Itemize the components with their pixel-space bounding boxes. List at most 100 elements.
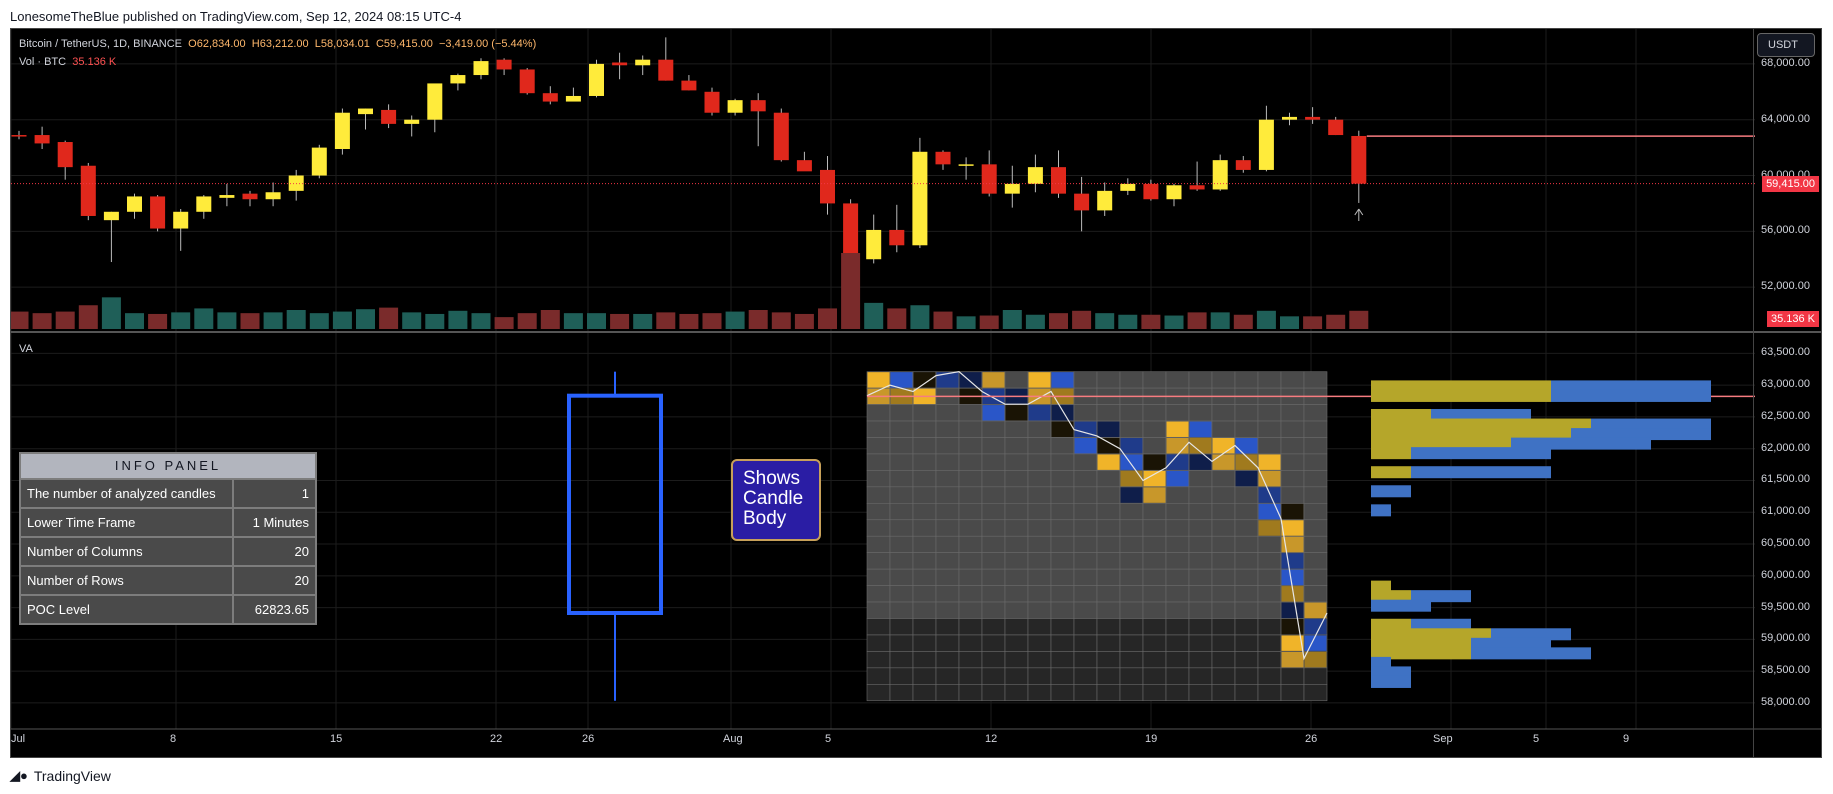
heatmap-cell	[1027, 470, 1052, 488]
heatmap-cell	[1280, 404, 1305, 422]
heatmap-hot-cell	[1258, 487, 1281, 503]
currency-button[interactable]: USDT	[1757, 33, 1815, 57]
price-axis[interactable]: USDT	[1753, 29, 1821, 757]
volume-bar	[32, 313, 52, 329]
candle-body	[612, 62, 628, 66]
heatmap-cell	[866, 437, 891, 455]
heatmap-cell	[958, 684, 983, 702]
candle-body	[1027, 167, 1043, 184]
heatmap-cell	[1050, 437, 1075, 455]
high-value: H63,212.00	[251, 38, 309, 50]
heatmap-cell	[935, 601, 960, 619]
profile-bar-b	[1411, 466, 1551, 479]
candle-body	[589, 63, 604, 96]
candle-body	[843, 203, 859, 261]
heatmap-cell	[889, 470, 914, 488]
heatmap-cell	[1004, 634, 1029, 652]
va-tick-label: 59,500.00	[1761, 600, 1810, 613]
heatmap-cell	[958, 420, 983, 438]
heatmap-cell	[1280, 667, 1305, 685]
info-key: POC Level	[21, 596, 234, 623]
heatmap-cell	[1073, 585, 1098, 603]
heatmap-cell	[1280, 437, 1305, 455]
volume-bar	[263, 312, 283, 329]
heatmap-cell	[1234, 404, 1259, 422]
heatmap-cell	[1050, 684, 1075, 702]
profile-bar-b	[1511, 437, 1651, 450]
chart-container[interactable]: Bitcoin / TetherUS, 1D, BINANCE O62,834.…	[10, 28, 1822, 758]
heatmap-cell	[958, 618, 983, 636]
va-tick-label: 58,500.00	[1761, 664, 1810, 677]
heatmap-cell	[981, 585, 1006, 603]
heatmap-cell	[1027, 503, 1052, 521]
heatmap-cell	[1050, 552, 1075, 570]
heatmap-cell	[1303, 437, 1328, 455]
heatmap-cell	[1119, 535, 1144, 553]
heatmap-cell	[935, 486, 960, 504]
volume-label[interactable]: Vol · BTC	[19, 56, 67, 68]
heatmap-cell	[1211, 420, 1236, 438]
candle-body	[311, 147, 327, 176]
heatmap-cell	[1211, 585, 1236, 603]
heatmap-cell	[889, 453, 914, 471]
profile-bar-a	[1371, 437, 1511, 450]
heatmap-cell	[1303, 420, 1328, 438]
profile-bar-b	[1371, 666, 1411, 679]
volume-bar	[148, 313, 168, 329]
heatmap-cell	[912, 437, 937, 455]
symbol-name[interactable]: Bitcoin / TetherUS, 1D, BINANCE	[19, 38, 183, 50]
heatmap-cell	[1257, 618, 1282, 636]
profile-bar-b	[1491, 628, 1571, 641]
heatmap-hot-cell	[1120, 437, 1143, 454]
heatmap-cell	[935, 634, 960, 652]
heatmap-cell	[912, 535, 937, 553]
heatmap-cell	[981, 601, 1006, 619]
heatmap-cell	[1073, 503, 1098, 521]
heatmap-cell	[1119, 404, 1144, 422]
candle-body	[1351, 135, 1367, 184]
heatmap-cell	[1165, 568, 1190, 586]
time-tick-label: 19	[1145, 733, 1158, 745]
heatmap-cell	[1004, 568, 1029, 586]
price-tick-label: 52,000.00	[1761, 280, 1810, 293]
heatmap-hot-cell	[1212, 437, 1235, 454]
candle-body	[103, 211, 119, 221]
profile-bar-a	[1371, 466, 1411, 479]
heatmap-cell	[1303, 535, 1328, 553]
heatmap-hot-cell	[1212, 454, 1235, 470]
heatmap-cell	[1303, 519, 1328, 537]
heatmap-cell	[889, 503, 914, 521]
heatmap-cell	[1142, 437, 1167, 455]
heatmap-cell	[958, 486, 983, 504]
heatmap-cell	[1188, 503, 1213, 521]
heatmap-cell	[981, 453, 1006, 471]
heatmap-cell	[1303, 453, 1328, 471]
heatmap-hot-cell	[1051, 421, 1074, 437]
candle-body	[404, 119, 420, 124]
heatmap-hot-cell	[1281, 635, 1304, 651]
candle-body	[889, 229, 905, 246]
chart-canvas[interactable]	[11, 29, 1822, 758]
heatmap-cell	[1004, 585, 1029, 603]
time-tick-label: 9	[1623, 733, 1630, 745]
heatmap-cell	[1257, 684, 1282, 702]
candle-body	[242, 193, 258, 200]
heatmap-cell	[935, 568, 960, 586]
heatmap-hot-cell	[1258, 520, 1281, 536]
heatmap-cell	[958, 535, 983, 553]
heatmap-cell	[866, 404, 891, 422]
heatmap-price-line	[866, 371, 1328, 661]
heatmap-cell	[1073, 371, 1098, 389]
volume-bar	[1164, 315, 1184, 329]
change-value: −3,419.00 (−5.44%)	[439, 38, 537, 50]
heatmap-hot-cell	[1304, 618, 1327, 635]
va-panel-label[interactable]: VA	[19, 343, 33, 355]
heatmap-cell	[1257, 552, 1282, 570]
heatmap-cell	[866, 585, 891, 603]
info-panel: INFO PANEL The number of analyzed candle…	[19, 452, 317, 625]
heatmap-cell	[1280, 371, 1305, 389]
heatmap-hot-cell	[1189, 437, 1212, 454]
heatmap-hot-cell	[1281, 569, 1304, 586]
heatmap-cell	[889, 618, 914, 636]
heatmap-cell	[1165, 552, 1190, 570]
